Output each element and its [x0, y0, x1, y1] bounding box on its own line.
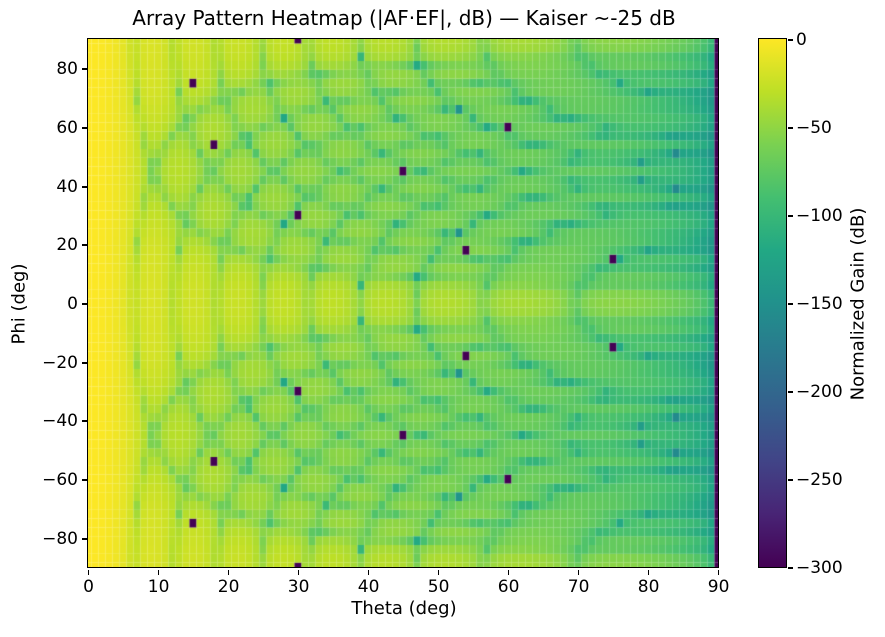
y-tick-label: 80	[56, 59, 78, 80]
colorbar-gradient	[759, 39, 786, 568]
x-tick	[647, 569, 650, 575]
x-tick	[367, 569, 370, 575]
y-tick	[82, 68, 87, 71]
x-tick-label: 0	[83, 577, 95, 597]
y-tick-label: 60	[56, 118, 78, 138]
x-tick-label: 20	[217, 577, 240, 597]
y-tick	[82, 479, 87, 481]
x-tick-label: 40	[357, 577, 380, 597]
heatmap-canvas	[88, 39, 718, 568]
y-tick-label: −60	[42, 470, 78, 490]
y-tick	[82, 420, 87, 423]
plot-area	[87, 38, 719, 569]
colorbar-tick-label: −300	[796, 558, 843, 578]
x-tick-label: 80	[637, 577, 660, 597]
x-tick-label: 70	[567, 577, 590, 597]
x-tick	[717, 569, 720, 575]
x-tick	[227, 569, 230, 575]
x-tick-label: 30	[287, 577, 310, 597]
colorbar-label: Normalized Gain (dB)	[847, 207, 869, 401]
colorbar-tick	[788, 39, 794, 41]
y-tick-label: 40	[56, 176, 78, 197]
x-tick	[157, 569, 160, 575]
y-tick	[82, 127, 87, 129]
x-tick-label: 50	[427, 577, 450, 597]
y-tick-label: 20	[56, 235, 78, 256]
y-tick-label: −80	[42, 528, 78, 549]
x-tick	[297, 569, 300, 575]
colorbar-tick	[788, 567, 794, 569]
colorbar-tick	[788, 303, 794, 305]
x-tick	[577, 569, 580, 575]
colorbar-tick	[788, 215, 794, 217]
x-tick-label: 90	[707, 577, 730, 597]
colorbar-tick-label: −150	[796, 294, 843, 314]
colorbar-tick	[788, 127, 794, 129]
y-tick	[82, 244, 87, 247]
colorbar-tick	[788, 479, 794, 481]
x-tick	[437, 569, 440, 575]
chart-title: Array Pattern Heatmap (|AF·EF|, dB) — Ka…	[132, 6, 676, 30]
colorbar-tick-label: −50	[796, 118, 832, 138]
y-tick	[82, 361, 87, 364]
colorbar-tick-label: −250	[796, 470, 843, 490]
x-axis-label: Theta (deg)	[351, 598, 457, 619]
colorbar-tick-label: −200	[796, 382, 843, 402]
colorbar-tick	[788, 391, 794, 393]
y-tick-label: −20	[42, 352, 78, 373]
colorbar-tick-label: −100	[796, 206, 843, 226]
y-tick-label: −40	[42, 411, 78, 432]
x-tick	[507, 569, 510, 575]
x-tick-label: 60	[497, 577, 520, 597]
x-tick	[87, 569, 90, 575]
colorbar-tick-label: 0	[796, 30, 807, 50]
y-tick	[82, 303, 87, 305]
y-tick	[82, 185, 87, 188]
colorbar	[758, 38, 787, 569]
y-tick-label: 0	[67, 294, 78, 314]
x-tick-label: 10	[147, 577, 170, 597]
y-tick	[82, 537, 87, 540]
